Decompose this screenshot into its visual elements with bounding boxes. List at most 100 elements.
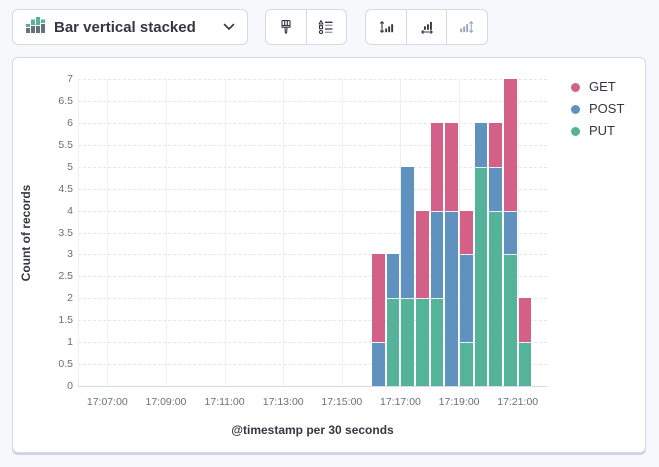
bar-segment[interactable] bbox=[518, 343, 532, 386]
bar-segment[interactable] bbox=[460, 255, 473, 343]
bar-segment[interactable] bbox=[474, 167, 488, 386]
y-gridline bbox=[78, 298, 547, 300]
x-gridline bbox=[517, 79, 519, 386]
y-gridline bbox=[78, 166, 547, 168]
chevron-down-icon bbox=[223, 23, 235, 31]
bar-segment[interactable] bbox=[489, 211, 503, 386]
bar-segment[interactable] bbox=[474, 122, 488, 167]
bar-segment[interactable] bbox=[445, 122, 459, 211]
chart-type-label: Bar vertical stacked bbox=[54, 18, 196, 36]
y-tick-label: 6 bbox=[67, 116, 73, 129]
y-gridline bbox=[78, 144, 547, 146]
bar-segment[interactable] bbox=[372, 254, 385, 343]
legend-label: PUT bbox=[589, 123, 615, 138]
legend-item[interactable]: PUT bbox=[571, 120, 624, 142]
y-gridline bbox=[78, 364, 547, 366]
y-gridline bbox=[78, 122, 547, 124]
bar-vertical-stacked-icon bbox=[25, 15, 45, 40]
x-axis-line bbox=[78, 386, 547, 387]
y-gridline bbox=[78, 232, 547, 234]
x-gridline bbox=[78, 79, 79, 386]
x-tick-label: 17:07:00 bbox=[86, 396, 128, 408]
bar-segment[interactable] bbox=[430, 122, 444, 211]
chart-type-dropdown[interactable]: Bar vertical stacked bbox=[12, 9, 248, 45]
legend-item[interactable]: POST bbox=[571, 98, 624, 120]
x-gridline bbox=[341, 79, 343, 386]
x-axis-title: @timestamp per 30 seconds bbox=[231, 423, 394, 437]
bar-segment[interactable] bbox=[416, 210, 429, 299]
bar-segment[interactable] bbox=[504, 79, 517, 211]
legend-dot-icon bbox=[571, 126, 580, 136]
y-gridline bbox=[78, 276, 547, 278]
y-gridline bbox=[78, 342, 547, 344]
bar-segment[interactable] bbox=[518, 298, 532, 343]
bar-segment[interactable] bbox=[445, 211, 459, 386]
y-tick-label: 5 bbox=[67, 160, 73, 173]
y-tick-label: 0 bbox=[67, 380, 73, 392]
bar-segment[interactable] bbox=[460, 343, 473, 386]
style-button-group bbox=[265, 9, 347, 45]
legend-list-icon bbox=[318, 19, 334, 35]
x-tick-label: 17:19:00 bbox=[438, 396, 480, 408]
axis-bottom-icon bbox=[419, 19, 435, 35]
bar-segment[interactable] bbox=[430, 299, 444, 386]
y-tick-label: 6.5 bbox=[58, 94, 73, 107]
y-gridline bbox=[78, 100, 547, 102]
y-tick-label: 2 bbox=[67, 292, 73, 305]
y-tick-label: 4 bbox=[67, 204, 73, 217]
bar-segment[interactable] bbox=[401, 166, 415, 299]
left-axis-button[interactable] bbox=[366, 10, 407, 44]
bar-segment[interactable] bbox=[372, 343, 385, 386]
bar-segment[interactable] bbox=[504, 255, 517, 386]
y-tick-label: 5.5 bbox=[58, 138, 73, 151]
axis-left-icon bbox=[378, 19, 394, 35]
bar-segment[interactable] bbox=[386, 254, 400, 299]
bar-segment[interactable] bbox=[460, 210, 473, 255]
axes-button-group bbox=[365, 9, 488, 45]
x-tick-label: 17:13:00 bbox=[262, 396, 304, 408]
x-gridline bbox=[283, 79, 285, 386]
bar-segment[interactable] bbox=[430, 211, 444, 299]
right-axis-button-disabled[interactable] bbox=[447, 10, 487, 44]
y-tick-label: 4.5 bbox=[58, 182, 73, 195]
x-tick-label: 17:17:00 bbox=[380, 396, 421, 408]
legend-settings-button[interactable] bbox=[307, 10, 347, 44]
y-tick-label: 1 bbox=[67, 336, 73, 349]
y-gridline bbox=[78, 254, 547, 256]
bar-segment[interactable] bbox=[416, 299, 429, 386]
bar-segment[interactable] bbox=[386, 299, 400, 386]
paintbrush-icon bbox=[278, 19, 294, 35]
y-tick-label: 3 bbox=[67, 248, 73, 261]
x-gridline bbox=[107, 79, 109, 386]
x-tick-label: 17:09:00 bbox=[145, 396, 187, 408]
plot-area bbox=[78, 79, 547, 386]
y-gridline bbox=[78, 320, 547, 322]
axis-right-icon bbox=[459, 19, 475, 35]
x-gridline bbox=[400, 79, 402, 386]
legend-item[interactable]: GET bbox=[571, 76, 624, 98]
y-tick-label: 0.5 bbox=[58, 358, 73, 371]
y-gridline bbox=[78, 79, 547, 80]
bar-segment[interactable] bbox=[489, 122, 503, 167]
bottom-axis-button[interactable] bbox=[407, 10, 448, 44]
x-tick-label: 17:15:00 bbox=[321, 396, 363, 408]
x-tick-label: 17:11:00 bbox=[204, 396, 245, 408]
x-tick-label: 17:21:00 bbox=[497, 396, 539, 408]
legend-dot-icon bbox=[571, 104, 580, 114]
legend-label: GET bbox=[589, 79, 616, 94]
y-gridline bbox=[78, 210, 547, 212]
legend-label: POST bbox=[589, 101, 625, 116]
y-tick-label: 7 bbox=[67, 73, 73, 85]
x-gridline bbox=[165, 79, 167, 386]
visual-options-button[interactable] bbox=[266, 10, 307, 44]
y-tick-label: 3.5 bbox=[58, 226, 73, 239]
bar-segment[interactable] bbox=[504, 211, 517, 255]
y-tick-label: 1.5 bbox=[58, 314, 73, 327]
x-gridline bbox=[224, 79, 226, 386]
y-tick-label: 2.5 bbox=[58, 270, 73, 283]
bar-segment[interactable] bbox=[401, 299, 415, 386]
y-gridline bbox=[78, 188, 547, 190]
x-gridline bbox=[459, 79, 461, 386]
bar-segment[interactable] bbox=[489, 167, 503, 211]
